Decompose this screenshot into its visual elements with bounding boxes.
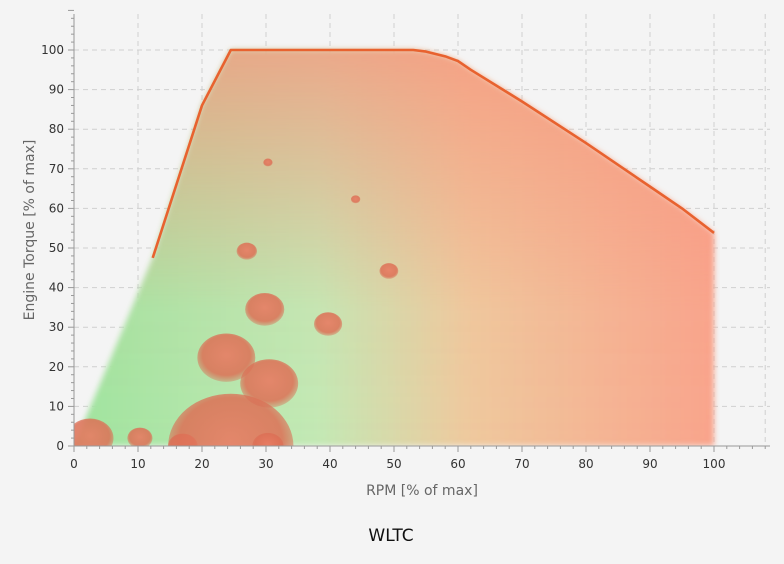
- x-tick-label-0: 0: [70, 457, 78, 471]
- y-tick-label-0: 0: [56, 439, 64, 453]
- bubble-12: [350, 195, 361, 204]
- x-tick-label-60: 60: [450, 457, 465, 471]
- y-tick-label-80: 80: [49, 122, 64, 136]
- x-tick-label-90: 90: [642, 457, 657, 471]
- y-tick-label-40: 40: [49, 281, 64, 295]
- axes: [68, 9, 770, 452]
- bubble-7: [245, 293, 285, 326]
- x-tick-label-20: 20: [194, 457, 209, 471]
- y-axis-title: Engine Torque [% of max]: [22, 140, 38, 321]
- y-tick-label-10: 10: [49, 399, 64, 413]
- region-load-shade: [74, 50, 714, 446]
- y-tick-label-50: 50: [49, 241, 64, 255]
- y-tick-label-20: 20: [49, 360, 64, 374]
- y-tick-label-70: 70: [49, 162, 64, 176]
- y-tick-label-90: 90: [49, 83, 64, 97]
- x-tick-label-70: 70: [514, 457, 529, 471]
- bubble-4: [252, 432, 284, 446]
- x-tick-label-80: 80: [578, 457, 593, 471]
- y-tick-label-100: 100: [41, 43, 64, 57]
- x-tick-label-40: 40: [322, 457, 337, 471]
- x-tick-label-100: 100: [703, 457, 726, 471]
- y-tick-label-60: 60: [49, 201, 64, 215]
- x-tick-label-10: 10: [130, 457, 145, 471]
- bubble-5: [197, 333, 256, 382]
- chart-title: WLTC: [368, 526, 413, 546]
- max-torque-curve: [151, 48, 715, 259]
- bubble-0: [74, 418, 114, 446]
- x-tick-label-30: 30: [258, 457, 273, 471]
- operating-region: [74, 50, 714, 446]
- x-tick-label-50: 50: [386, 457, 401, 471]
- bubbles: [74, 158, 399, 446]
- bubble-8: [313, 312, 343, 336]
- tick-labels: 0 10 20 30 40 50 60 70 80 90 100 0 10 20 30 40 50 60 70 80 9…: [41, 43, 725, 471]
- bubble-6: [240, 359, 299, 408]
- y-tick-label-30: 30: [49, 320, 64, 334]
- bubble-9: [236, 242, 257, 260]
- bubble-10: [379, 263, 399, 279]
- max-torque-line: [151, 48, 715, 259]
- bubble-1: [127, 427, 153, 446]
- bubble-11: [263, 158, 273, 167]
- x-axis-title: RPM [% of max]: [366, 483, 478, 499]
